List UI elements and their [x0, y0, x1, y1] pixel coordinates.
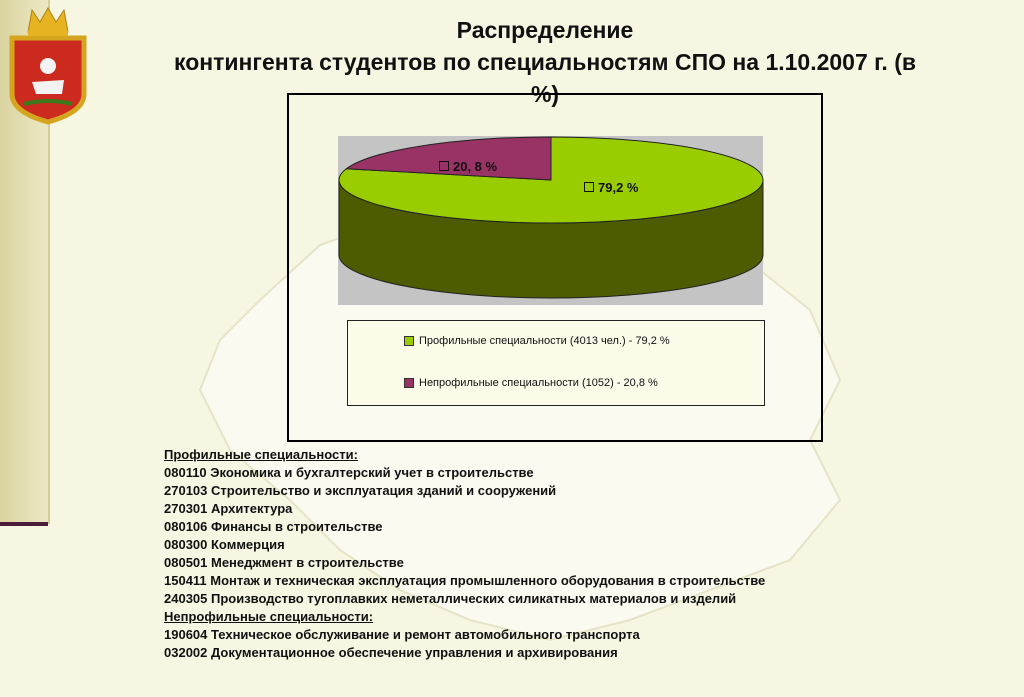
nonprofile-specialties-heading: Непрофильные специальности:: [164, 609, 374, 624]
profile-specialty-item: 080300 Коммерция: [164, 537, 285, 552]
legend-label: Профильные специальности (4013 чел.) - 7…: [419, 335, 670, 347]
legend-label: Непрофильные специальности (1052) - 20,8…: [419, 377, 658, 389]
slice-label-profile: 79,2 %: [584, 180, 638, 195]
nonprofile-specialty-item: 190604 Техническое обслуживание и ремонт…: [164, 627, 640, 642]
profile-specialty-item: 080106 Финансы в строительстве: [164, 519, 383, 534]
chart-frame: 20, 8 % 79,2 % Профильные специальности …: [287, 93, 823, 442]
nonprofile-specialty-item: 032002 Документационное обеспечение упра…: [164, 645, 618, 660]
profile-specialties-heading: Профильные специальности:: [164, 447, 358, 462]
profile-specialty-item: 270301 Архитектура: [164, 501, 293, 516]
slice-label-text: 20, 8 %: [453, 159, 498, 174]
title-line-2: контингента студентов по специальностям …: [173, 49, 917, 75]
profile-specialty-item: 150411 Монтаж и техническая эксплуатация…: [164, 573, 766, 588]
profile-specialty-item: 240305 Производство тугоплавких неметалл…: [164, 591, 737, 606]
profile-specialty-item: 080501 Менеджмент в строительстве: [164, 555, 404, 570]
profile-specialty-item: 270103 Строительство и эксплуатация здан…: [164, 483, 557, 498]
chart-legend: Профильные специальности (4013 чел.) - 7…: [347, 320, 765, 406]
specialties-list: Профильные специальности: 080110 Экономи…: [164, 446, 984, 662]
title-line-1: Распределение: [456, 17, 634, 43]
label-square-icon: [584, 182, 594, 192]
coat-of-arms-emblem: [9, 6, 87, 125]
pie-chart: [338, 136, 764, 299]
label-square-icon: [439, 161, 449, 171]
profile-specialty-item: 080110 Экономика и бухгалтерский учет в …: [164, 465, 534, 480]
pie-slice-nonprofile: [344, 136, 552, 181]
legend-item-profile: Профильные специальности (4013 чел.) - 7…: [404, 335, 670, 347]
slice-label-text: 79,2 %: [598, 180, 639, 195]
legend-item-nonprofile: Непрофильные специальности (1052) - 20,8…: [404, 377, 658, 389]
slice-label-nonprofile: 20, 8 %: [439, 159, 497, 174]
left-decor-line: [0, 522, 48, 526]
legend-swatch: [404, 336, 414, 346]
legend-swatch: [404, 378, 414, 388]
